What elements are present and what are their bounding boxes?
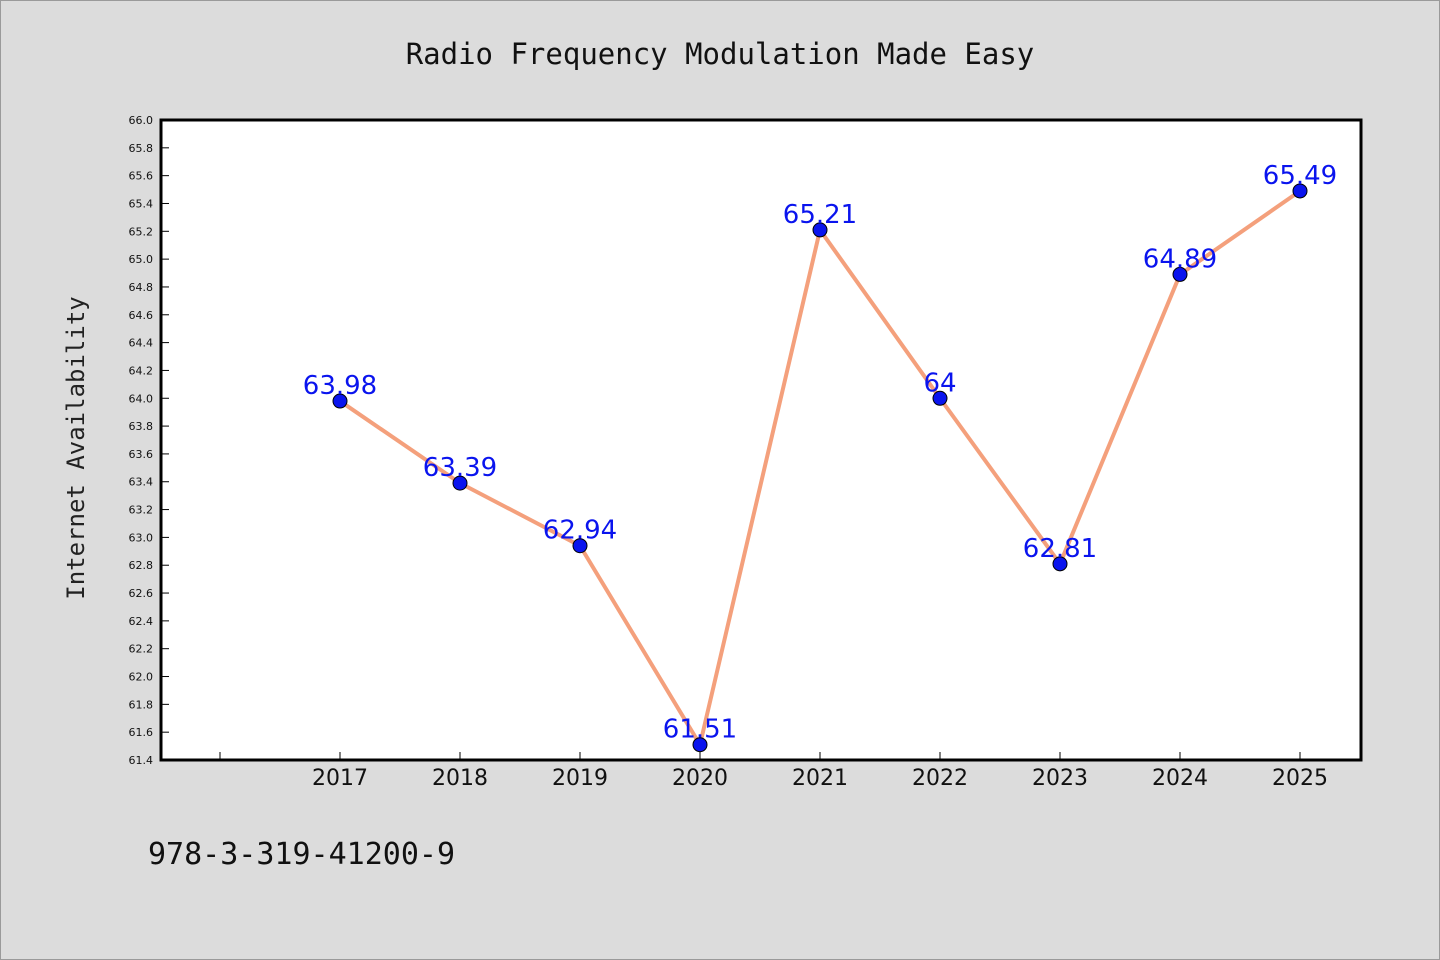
data-point [1292,183,1308,199]
y-axis-ticks: 61.4 61.6 61.8 62.0 62.2 62.4 62.6 62.8 63.0 63.2… [129,114,169,767]
chart-title: Radio Frequency Modulation Made Easy [406,37,1035,71]
data-label: 62.81 [1023,534,1097,564]
y-tick-label: 62.2 [129,643,154,656]
series-layer: 63.98 63.39 62.94 61.51 65.21 64 62.81 64.89 65.… [303,161,1337,753]
y-tick-label: 65.6 [129,170,154,183]
data-point [572,538,588,554]
y-tick-label: 61.8 [129,698,154,711]
data-label: 62.94 [543,516,617,546]
data-label: 65.49 [1263,161,1337,191]
data-point [332,393,348,409]
y-tick-label: 62.8 [129,559,154,572]
y-tick-label: 62.4 [129,615,154,628]
y-tick-label: 63.2 [129,504,154,517]
y-tick-label: 66.0 [129,114,154,127]
y-tick-label: 62.6 [129,587,154,600]
y-tick-label: 65.0 [129,253,154,266]
y-tick-label: 64.8 [129,281,154,294]
x-tick-label: 2024 [1152,766,1208,791]
data-label: 61.51 [663,715,737,745]
plot-area [159,118,1363,762]
data-point [932,390,948,406]
data-label: 64.89 [1143,244,1217,274]
y-tick-label: 65.8 [129,142,154,155]
x-tick-label: 2020 [672,766,728,791]
data-label: 64 [923,368,956,398]
y-tick-label: 65.4 [129,197,154,210]
y-tick-label: 64.2 [129,364,154,377]
data-label: 63.39 [423,453,497,483]
y-tick-label: 61.4 [129,754,154,767]
y-tick-label: 63.0 [129,531,154,544]
data-point [452,475,468,491]
x-tick-label: 2025 [1272,766,1328,791]
x-tick-label: 2021 [792,766,848,791]
x-axis-ticks: 2017 2018 2019 2020 2021 2022 2023 2024 2025 [219,752,1328,791]
data-point [1052,556,1068,572]
data-point [692,737,708,753]
isbn-code: 978-3-319-41200-9 [148,837,455,872]
y-tick-label: 63.4 [129,476,154,489]
data-point [1172,266,1188,282]
x-tick-label: 2019 [552,766,608,791]
y-tick-label: 64.4 [129,337,154,350]
y-tick-label: 61.6 [129,726,154,739]
x-tick-label: 2022 [912,766,968,791]
y-tick-label: 63.6 [129,448,154,461]
data-label: 65.21 [783,200,857,230]
y-tick-label: 64.6 [129,309,154,322]
data-label: 63.98 [303,371,377,401]
x-tick-label: 2023 [1032,766,1088,791]
data-point [812,222,828,238]
y-tick-label: 62.0 [129,671,154,684]
y-axis-label: Internet Availability [62,296,90,599]
y-tick-label: 64.0 [129,392,154,405]
x-tick-label: 2017 [312,766,368,791]
x-tick-label: 2018 [432,766,488,791]
y-tick-label: 65.2 [129,225,154,238]
y-tick-label: 63.8 [129,420,154,433]
